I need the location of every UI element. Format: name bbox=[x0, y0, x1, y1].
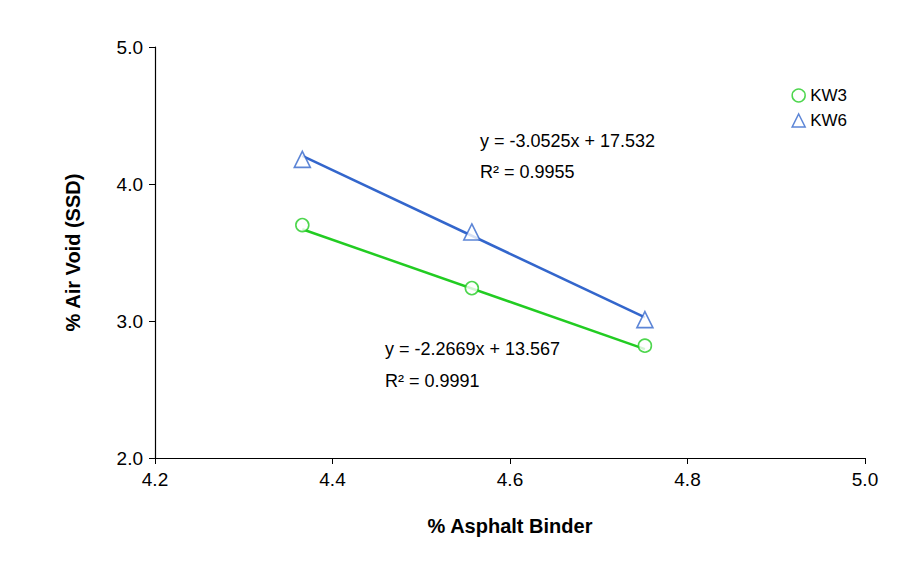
svg-text:3.0: 3.0 bbox=[117, 311, 143, 332]
svg-text:4.0: 4.0 bbox=[117, 174, 143, 195]
svg-text:4.8: 4.8 bbox=[674, 469, 700, 490]
svg-text:R² = 0.9991: R² = 0.9991 bbox=[385, 371, 480, 391]
svg-text:KW3: KW3 bbox=[810, 86, 847, 105]
svg-text:4.6: 4.6 bbox=[497, 469, 523, 490]
svg-text:KW6: KW6 bbox=[810, 111, 847, 130]
svg-text:2.0: 2.0 bbox=[117, 448, 143, 469]
svg-text:5.0: 5.0 bbox=[852, 469, 878, 490]
svg-text:4.4: 4.4 bbox=[319, 469, 346, 490]
svg-text:y = -2.2669x + 13.567: y = -2.2669x + 13.567 bbox=[385, 339, 560, 359]
svg-text:R² = 0.9955: R² = 0.9955 bbox=[480, 162, 575, 182]
svg-text:% Asphalt Binder: % Asphalt Binder bbox=[428, 515, 593, 537]
svg-text:% Air Void (SSD): % Air Void (SSD) bbox=[62, 174, 84, 332]
svg-text:5.0: 5.0 bbox=[117, 37, 143, 58]
svg-text:y = -3.0525x + 17.532: y = -3.0525x + 17.532 bbox=[480, 131, 655, 151]
svg-text:4.2: 4.2 bbox=[142, 469, 168, 490]
